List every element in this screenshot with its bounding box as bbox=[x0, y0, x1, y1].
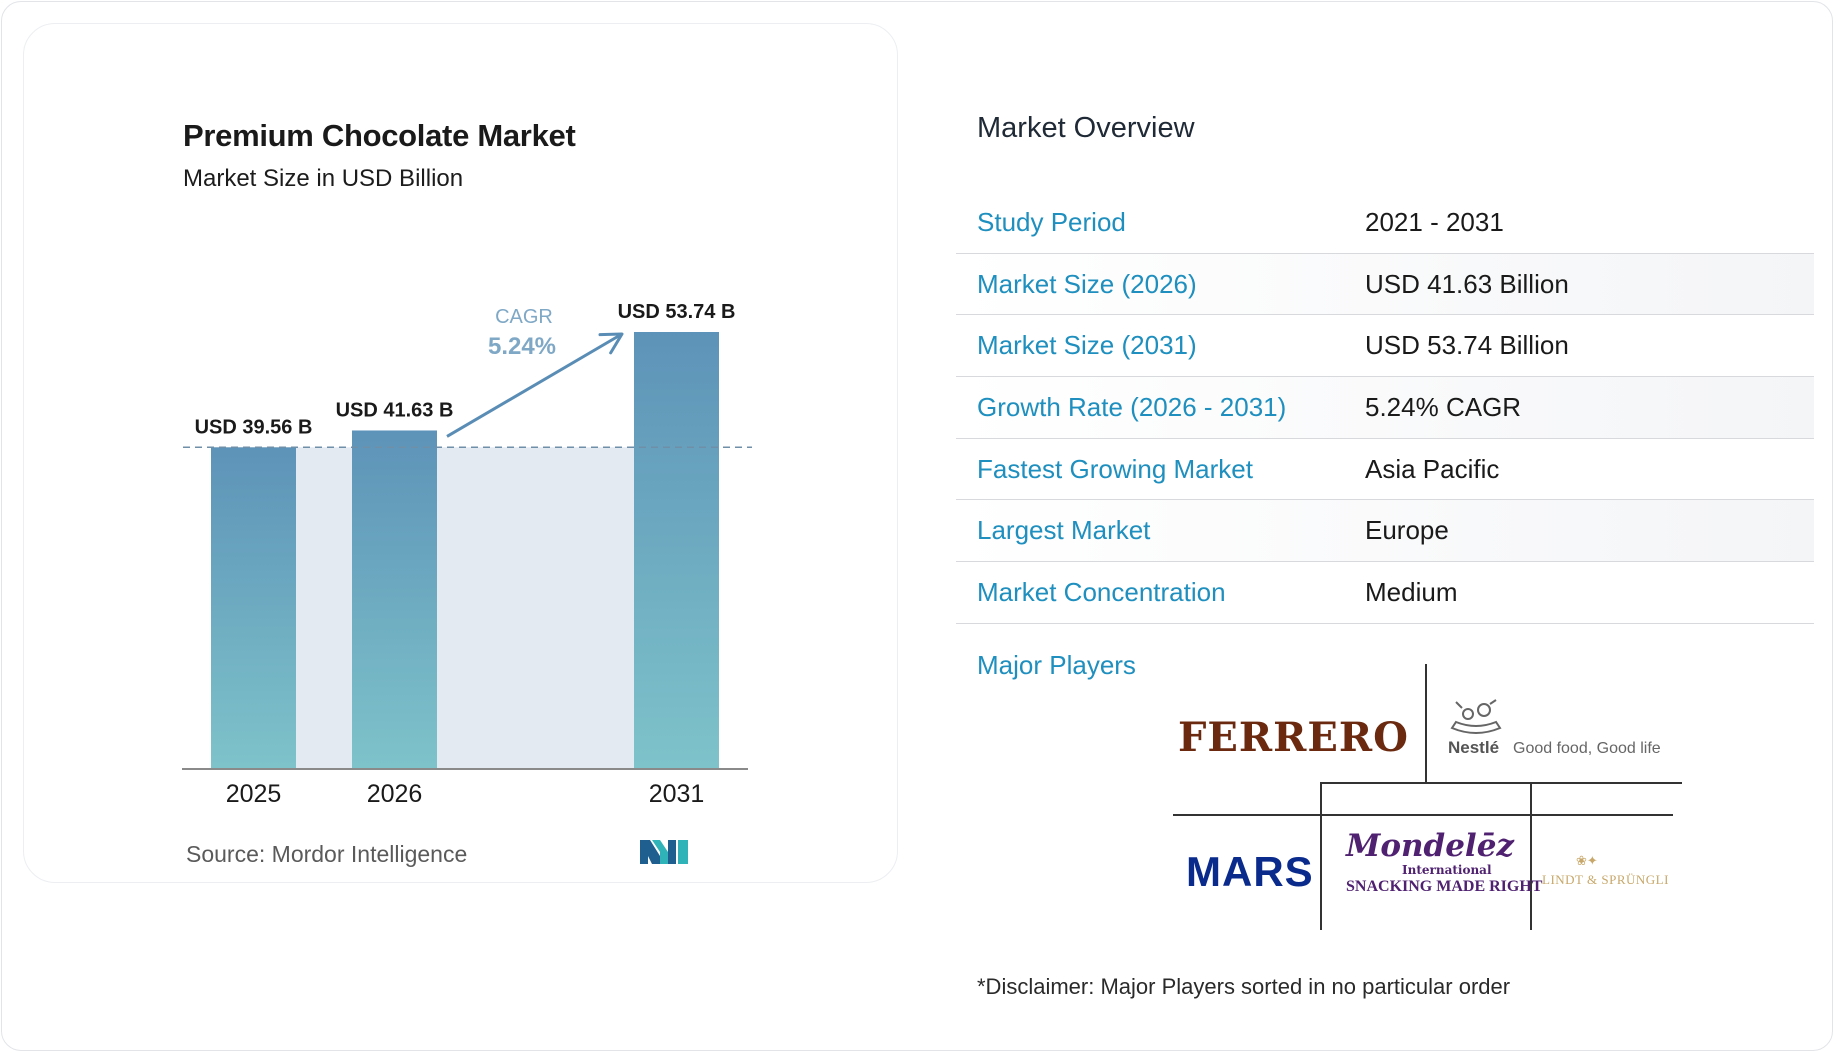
mondelez-subtitle: International bbox=[1402, 863, 1492, 877]
row-key: Growth Rate (2026 - 2031) bbox=[977, 392, 1287, 423]
chart-title: Premium Chocolate Market bbox=[183, 118, 576, 153]
source-text: Source: Mordor Intelligence bbox=[186, 841, 468, 867]
grid-divider bbox=[1320, 782, 1682, 784]
row-value: USD 41.63 Billion bbox=[1365, 268, 1569, 299]
cagr-arrow bbox=[446, 332, 623, 438]
chart-subtitle: Market Size in USD Billion bbox=[183, 165, 464, 192]
overview-row: Market Size (2026) USD 41.63 Billion bbox=[956, 253, 1814, 316]
grid-divider bbox=[1173, 814, 1673, 816]
nestle-logo: Nestlé bbox=[1448, 738, 1500, 757]
overview-row: Largest Market Europe bbox=[956, 500, 1814, 563]
lindt-logo: LINDT & SPRÜNGLI bbox=[1542, 872, 1669, 887]
overview-row: Growth Rate (2026 - 2031) 5.24% CAGR bbox=[956, 377, 1814, 439]
major-players-grid: FERRERO Nestlé Good food, Good life MARS… bbox=[1170, 660, 1682, 930]
major-players-label: Major Players bbox=[977, 650, 1136, 680]
disclaimer-text: *Disclaimer: Major Players sorted in no … bbox=[977, 974, 1511, 999]
bar-chart: USD 39.56 B USD 41.63 B USD 53.74 B 2025 202… bbox=[182, 301, 752, 808]
data-label: USD 41.63 B bbox=[336, 399, 454, 421]
row-key: Fastest Growing Market bbox=[977, 453, 1253, 484]
bar bbox=[211, 447, 296, 769]
overview-table: Study Period 2021 - 2031 Market Size (20… bbox=[956, 192, 1814, 624]
row-value: 2021 - 2031 bbox=[1365, 207, 1504, 237]
row-value: Medium bbox=[1365, 577, 1458, 608]
row-key: Largest Market bbox=[977, 515, 1151, 546]
mordor-logo-icon bbox=[640, 840, 688, 864]
data-label: USD 53.74 B bbox=[618, 301, 736, 323]
cagr-arrow-head bbox=[598, 332, 624, 355]
row-key: Study Period bbox=[977, 207, 1126, 237]
cagr-label: CAGR bbox=[495, 306, 553, 328]
bar bbox=[352, 430, 437, 769]
grid-divider bbox=[1530, 782, 1532, 930]
mondelez-logo: Mondelēz bbox=[1346, 828, 1515, 864]
data-label: USD 39.56 B bbox=[195, 416, 313, 438]
overview-row: Market Size (2031) USD 53.74 Billion bbox=[956, 315, 1814, 378]
x-tick-label: 2031 bbox=[649, 780, 705, 808]
grid-divider bbox=[1320, 782, 1322, 930]
nestle-tagline: Good food, Good life bbox=[1513, 740, 1661, 757]
overview-row: Fastest Growing Market Asia Pacific bbox=[956, 439, 1814, 501]
row-key: Market Concentration bbox=[977, 577, 1226, 608]
x-tick-label: 2025 bbox=[226, 780, 282, 808]
mars-logo: MARS bbox=[1186, 848, 1314, 895]
market-overview-title: Market Overview bbox=[977, 112, 1195, 144]
row-value: 5.24% CAGR bbox=[1365, 392, 1522, 423]
overview-row: Study Period 2021 - 2031 bbox=[956, 192, 1814, 254]
row-key: Market Size (2031) bbox=[977, 330, 1197, 361]
overview-row: Market Concentration Medium bbox=[956, 562, 1814, 624]
mondelez-tagline: SNACKING MADE RIGHT bbox=[1346, 878, 1543, 895]
row-key: Market Size (2026) bbox=[977, 268, 1197, 299]
x-tick-label: 2026 bbox=[367, 780, 423, 808]
ferrero-logo: FERRERO bbox=[1178, 714, 1409, 761]
row-value: USD 53.74 Billion bbox=[1365, 330, 1569, 361]
lindt-crest-icon: ❀✦ bbox=[1576, 853, 1598, 868]
bar bbox=[634, 332, 719, 769]
row-value: Europe bbox=[1365, 515, 1449, 546]
grid-divider bbox=[1425, 664, 1427, 784]
cagr-value: 5.24% bbox=[488, 333, 556, 360]
nestle-nest-icon bbox=[1450, 699, 1502, 734]
row-value: Asia Pacific bbox=[1365, 453, 1500, 484]
